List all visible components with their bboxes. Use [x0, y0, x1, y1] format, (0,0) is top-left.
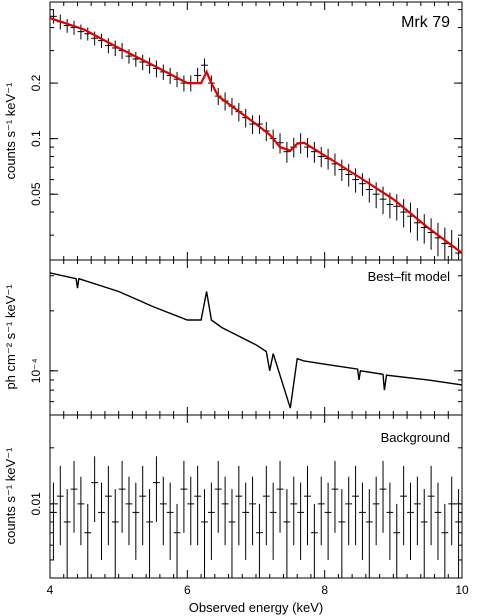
- top-panel-frame: [49, 1, 463, 261]
- middle-panel: 10⁻⁴: [29, 260, 463, 416]
- top-model-curve: [49, 17, 463, 254]
- bottom-ytick-label: 0.01: [29, 492, 43, 516]
- top-ylabel: counts s⁻¹ keV⁻¹: [3, 82, 18, 179]
- x-tick-label: 6: [184, 583, 191, 597]
- bottom-panel-label: Background: [381, 430, 450, 445]
- best-fit-model-line: [49, 272, 463, 409]
- top-ytick-label: 0.05: [29, 182, 43, 206]
- x-axis-label: Observed energy (keV): [189, 600, 323, 615]
- x-tick-label: 10: [455, 583, 469, 597]
- top-ytick-label: 0.1: [29, 130, 43, 147]
- bottom-ylabel: counts s⁻¹ keV⁻¹: [3, 447, 18, 544]
- middle-ytick-label: 10⁻⁴: [29, 358, 43, 383]
- top-panel-label: Mrk 79: [401, 14, 450, 31]
- middle-ylabel: ph cm⁻² s⁻¹ keV⁻¹: [3, 284, 18, 390]
- middle-panel-label: Best–fit model: [368, 269, 450, 284]
- x-tick-label: 4: [47, 583, 54, 597]
- top-panel: 0.05 0.1 0.2: [29, 2, 463, 260]
- top-ytick-label: 0.2: [29, 74, 43, 91]
- bottom-panel: 0.01 4 6 8 10: [29, 414, 469, 597]
- x-tick-label: 8: [321, 583, 328, 597]
